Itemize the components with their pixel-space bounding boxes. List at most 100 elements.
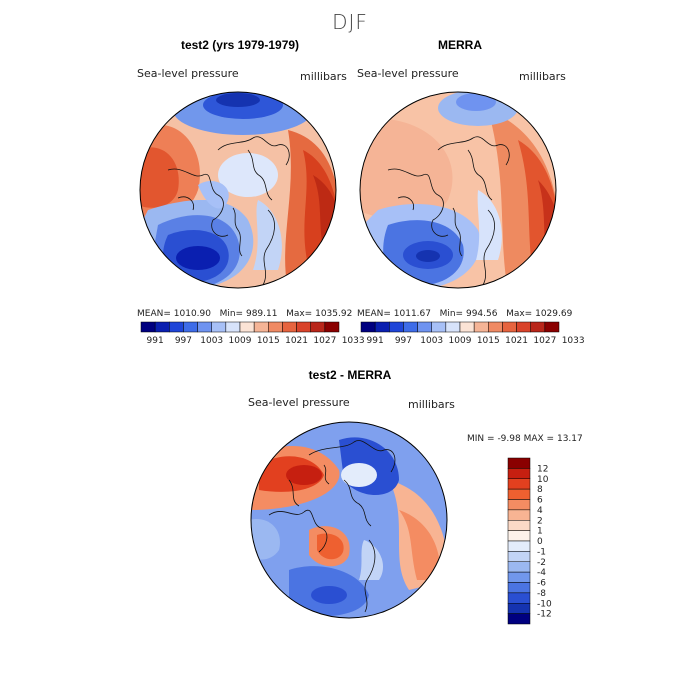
diff-colorbar-tick-label: -1	[537, 547, 546, 557]
diff-panel-title: test2 - MERRA	[308, 368, 392, 382]
panel-2-colorbar-tick-label: 997	[395, 336, 412, 346]
diff-colorbar-tick-label: 4	[537, 506, 543, 516]
panel-2-colorbar-swatch	[374, 321, 390, 333]
panel-1-colorbar-swatch	[154, 321, 170, 333]
diff-max-label: MAX =	[523, 434, 555, 444]
diff-colorbar-swatch	[507, 561, 531, 573]
panel-1-variable-label: Sea-level pressure	[137, 67, 239, 80]
diff-panel-map	[250, 421, 448, 619]
panel-1-max-label: Max=	[286, 309, 313, 319]
diff-colorbar-swatch	[507, 509, 531, 521]
panel-2-min-value: 994.56	[465, 309, 498, 319]
panel-2-min-label: Min=	[439, 309, 464, 319]
panel-2-colorbar-swatch	[360, 321, 376, 333]
diff-colorbar-tick-label: -4	[537, 568, 546, 578]
panel-1-colorbar-swatch	[211, 321, 227, 333]
panel-2-colorbar-swatch	[431, 321, 447, 333]
panel-2-colorbar-tick-label: 1027	[533, 336, 556, 346]
diff-colorbar-swatch	[507, 551, 531, 562]
panel-2-max-label: Max=	[506, 309, 533, 319]
panel-2-title: MERRA	[438, 38, 482, 52]
diff-colorbar-tick-label: -12	[537, 610, 552, 620]
diff-colorbar-tick-label: -2	[537, 558, 546, 568]
panel-2-colorbar-tick-label: 1033	[562, 336, 585, 346]
panel-1-colorbar-tick-label: 1021	[285, 336, 308, 346]
diff-colorbar-swatch	[507, 457, 531, 469]
panel-1-colorbar-swatch	[310, 321, 326, 333]
panel-2-colorbar-swatch	[488, 321, 503, 333]
panel-1-colorbar-tick-label: 1033	[342, 336, 365, 346]
diff-colorbar-tick-label: 8	[537, 485, 543, 495]
panel-1-colorbar-swatch	[324, 321, 340, 333]
panel-1-mean-label: MEAN=	[137, 309, 171, 319]
panel-2-map	[359, 91, 557, 289]
panel-1-colorbar-swatch	[140, 321, 156, 333]
diff-colorbar-tick-label: 6	[537, 496, 543, 506]
panel-1-colorbar-tick-label: 991	[147, 336, 164, 346]
panel-1-colorbar-tick-label: 1003	[200, 336, 223, 346]
panel-2-colorbar-swatch	[502, 321, 517, 333]
diff-colorbar-swatch	[507, 613, 531, 625]
diff-colorbar-swatch	[507, 530, 531, 542]
panel-1-max-value: 1035.92	[315, 309, 353, 319]
panel-1-colorbar-swatch	[183, 321, 198, 333]
panel-1-colorbar-tick-label: 1009	[229, 336, 252, 346]
diff-panel-units-label: millibars	[408, 398, 455, 411]
diff-colorbar-tick-label: 10	[537, 475, 549, 485]
panel-1-colorbar-swatch	[169, 321, 184, 333]
panel-2-colorbar-tick-label: 1003	[420, 336, 443, 346]
panel-1-colorbar-swatch	[253, 321, 269, 333]
diff-colorbar-tick-label: 2	[537, 516, 543, 526]
panel-2-colorbar-swatch	[417, 321, 432, 333]
panel-2-variable-label: Sea-level pressure	[357, 67, 459, 80]
panel-1-colorbar-swatch	[268, 321, 283, 333]
panel-2-units-label: millibars	[519, 70, 566, 83]
panel-1-colorbar-tick-label: 1027	[313, 336, 336, 346]
panel-2-mean-label: MEAN=	[357, 309, 391, 319]
panel-2-colorbar-swatch	[445, 321, 461, 333]
diff-colorbar-tick-label: 0	[537, 537, 543, 547]
diff-panel-variable-label: Sea-level pressure	[248, 396, 350, 409]
panel-1-units-label: millibars	[300, 70, 347, 83]
panel-2-colorbar-tick-label: 1021	[505, 336, 528, 346]
diff-colorbar-swatch	[507, 592, 531, 604]
diff-colorbar-swatch	[507, 468, 531, 479]
panel-1-colorbar-swatch	[282, 321, 297, 333]
diff-colorbar-swatch	[507, 571, 531, 583]
panel-2-colorbar-swatch	[403, 321, 418, 333]
diff-panel-range: MIN = -9.98 MAX = 13.17	[467, 434, 583, 444]
diff-colorbar-tick-label: 1	[537, 527, 543, 537]
figure-title: DJF	[332, 10, 368, 34]
panel-2-mean-value: 1011.67	[393, 309, 431, 319]
panel-1-mean-value: 1010.90	[173, 309, 211, 319]
panel-2-colorbar-swatch	[389, 321, 404, 333]
panel-2-stats: MEAN= 1011.67 Min= 994.56 Max= 1029.69	[357, 309, 572, 319]
diff-colorbar-swatch	[507, 488, 531, 500]
panel-2-colorbar-swatch	[544, 321, 560, 333]
panel-1-min-value: 989.11	[245, 309, 278, 319]
diff-colorbar-tick-label: -8	[537, 589, 546, 599]
panel-2-colorbar-tick-label: 1015	[477, 336, 500, 346]
panel-2-colorbar-tick-label: 1009	[449, 336, 472, 346]
panel-1-stats: MEAN= 1010.90 Min= 989.11 Max= 1035.92	[137, 309, 352, 319]
diff-max-value: 13.17	[556, 434, 583, 444]
panel-2-colorbar-swatch	[516, 321, 531, 333]
diff-min-value: -9.98	[497, 434, 521, 444]
panel-1-colorbar-tick-label: 997	[175, 336, 192, 346]
diff-colorbar-swatch	[507, 520, 531, 531]
diff-colorbar-swatch	[507, 540, 531, 552]
diff-min-label: MIN =	[467, 434, 495, 444]
diff-colorbar-swatch	[507, 582, 531, 594]
panel-2-max-value: 1029.69	[535, 309, 573, 319]
panel-1-colorbar: 991 997 1003 1009 1015 1021 1027 1033	[140, 321, 365, 346]
diff-colorbar-swatch	[507, 499, 531, 511]
panel-1-min-label: Min=	[219, 309, 244, 319]
panel-1-map	[139, 91, 337, 289]
panel-2-colorbar-swatch	[473, 321, 489, 333]
diff-colorbar-tick-label: -10	[537, 599, 552, 609]
panel-1-colorbar-swatch	[225, 321, 241, 333]
diff-colorbar-tick-label: 12	[537, 464, 548, 474]
diff-colorbar-tick-label: -6	[537, 579, 546, 589]
panel-2-colorbar-swatch	[459, 321, 475, 333]
